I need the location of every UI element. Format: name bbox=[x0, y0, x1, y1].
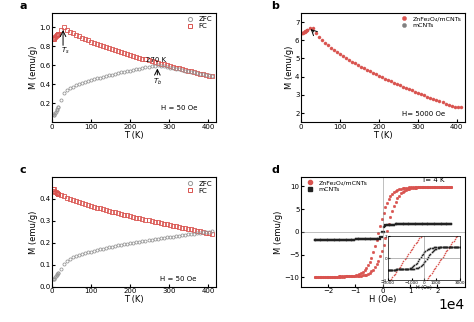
Text: $T_b$: $T_b$ bbox=[153, 76, 162, 87]
Text: d: d bbox=[272, 165, 279, 175]
Text: T= 4 K: T= 4 K bbox=[421, 177, 445, 183]
Y-axis label: M (emu/g): M (emu/g) bbox=[29, 46, 38, 89]
X-axis label: H (Oe): H (Oe) bbox=[369, 295, 396, 304]
Text: $T_s$: $T_s$ bbox=[61, 46, 69, 56]
Text: a: a bbox=[19, 1, 27, 11]
Legend: ZnFe₂O₄/mCNTs, mCNTs: ZnFe₂O₄/mCNTs, mCNTs bbox=[398, 16, 461, 28]
X-axis label: T (K): T (K) bbox=[373, 131, 392, 140]
Text: 270 K: 270 K bbox=[146, 57, 166, 63]
Text: H = 50 Oe: H = 50 Oe bbox=[161, 105, 198, 111]
Legend: ZFC, FC: ZFC, FC bbox=[182, 181, 212, 194]
Text: H = 50 Oe: H = 50 Oe bbox=[161, 276, 197, 282]
X-axis label: T (K): T (K) bbox=[124, 295, 144, 304]
Y-axis label: M (emu/g): M (emu/g) bbox=[284, 46, 293, 89]
Legend: ZnFe₂O₄/mCNTs, mCNTs: ZnFe₂O₄/mCNTs, mCNTs bbox=[304, 180, 367, 192]
Y-axis label: M (emu/g): M (emu/g) bbox=[29, 210, 38, 253]
Y-axis label: M (emu/g): M (emu/g) bbox=[274, 210, 283, 253]
X-axis label: T (K): T (K) bbox=[124, 131, 144, 140]
Legend: ZFC, FC: ZFC, FC bbox=[182, 16, 212, 29]
Text: b: b bbox=[272, 1, 279, 11]
Text: c: c bbox=[19, 165, 26, 175]
Text: H= 5000 Oe: H= 5000 Oe bbox=[402, 111, 445, 117]
